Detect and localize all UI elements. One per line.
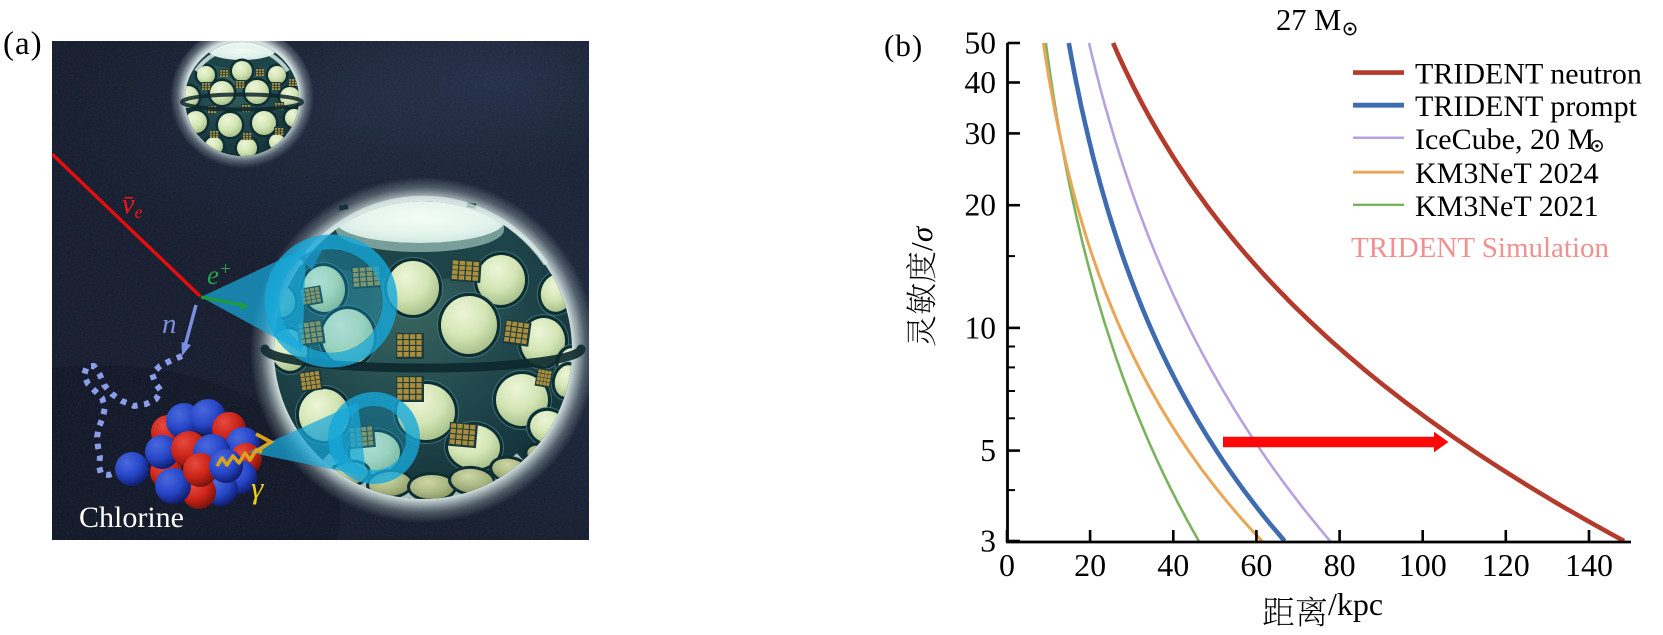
svg-text:/kpc: /kpc xyxy=(1328,586,1383,622)
svg-text:Chlorine: Chlorine xyxy=(79,501,184,534)
svg-text:σ: σ xyxy=(904,225,939,242)
svg-text:0: 0 xyxy=(999,547,1015,583)
svg-text:(a): (a) xyxy=(3,26,42,62)
svg-text:KM3NeT 2024: KM3NeT 2024 xyxy=(1415,157,1599,190)
svg-text:40: 40 xyxy=(1157,547,1189,583)
svg-text:TRIDENT neutron: TRIDENT neutron xyxy=(1415,58,1642,91)
svg-text:140: 140 xyxy=(1565,547,1613,583)
svg-text:TRIDENT prompt: TRIDENT prompt xyxy=(1415,90,1638,123)
svg-text:KM3NeT 2021: KM3NeT 2021 xyxy=(1415,190,1599,223)
svg-text:5: 5 xyxy=(980,433,996,468)
svg-text:60: 60 xyxy=(1240,547,1272,583)
svg-text:30: 30 xyxy=(965,116,997,151)
svg-text:80: 80 xyxy=(1324,547,1356,583)
svg-text:27 M: 27 M xyxy=(1276,3,1341,37)
svg-text:120: 120 xyxy=(1482,547,1530,583)
svg-text:n: n xyxy=(162,308,177,340)
svg-text:20: 20 xyxy=(1074,547,1106,583)
svg-text:100: 100 xyxy=(1399,547,1447,583)
svg-text:IceCube, 20 M: IceCube, 20 M xyxy=(1415,123,1594,156)
svg-text:50: 50 xyxy=(965,26,997,61)
svg-text:γ: γ xyxy=(251,470,264,505)
svg-text:(b): (b) xyxy=(884,28,922,63)
svg-text:TRIDENT Simulation: TRIDENT Simulation xyxy=(1351,232,1610,264)
svg-text:/: / xyxy=(904,242,939,251)
svg-text:20: 20 xyxy=(965,188,997,223)
svg-text:3: 3 xyxy=(980,524,996,559)
svg-text:10: 10 xyxy=(965,310,997,345)
svg-text:40: 40 xyxy=(965,65,997,100)
